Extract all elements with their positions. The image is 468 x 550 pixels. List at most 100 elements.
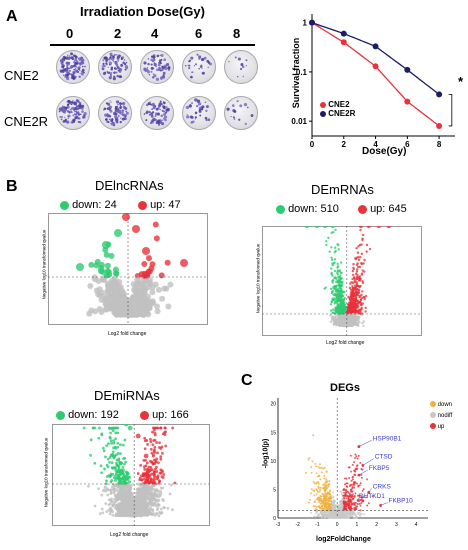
plot-frame xyxy=(52,424,210,526)
colony xyxy=(64,118,67,121)
colony xyxy=(199,114,202,117)
colony xyxy=(202,73,205,75)
colony xyxy=(185,105,190,110)
colony xyxy=(108,61,112,64)
volcano-point xyxy=(155,470,159,473)
volcano-point xyxy=(357,316,360,320)
colony xyxy=(113,53,116,57)
volcano-point xyxy=(368,247,372,251)
volcano-point xyxy=(163,426,167,430)
colony xyxy=(81,65,84,68)
colony xyxy=(115,112,118,116)
volcano-point xyxy=(100,277,107,284)
y-tick-label: 0.1 xyxy=(296,68,308,77)
colony xyxy=(61,61,64,64)
deg-point xyxy=(360,476,363,479)
volcano-point xyxy=(336,271,339,275)
volcano-point xyxy=(352,286,355,290)
colony xyxy=(63,106,65,108)
volcano-point xyxy=(159,295,166,302)
volcano-point xyxy=(150,508,154,512)
deg-point xyxy=(360,494,363,497)
x-tick-label: 3 xyxy=(395,522,398,528)
deg-point xyxy=(360,495,363,498)
panel-b-letter: B xyxy=(6,178,18,195)
colony xyxy=(102,72,106,76)
volcano-point xyxy=(354,309,357,313)
volcano-point xyxy=(339,261,343,264)
volcano-point xyxy=(111,513,115,517)
volcano-point xyxy=(152,221,159,228)
volcano-point xyxy=(355,256,359,259)
colony xyxy=(79,113,82,116)
volcano-point xyxy=(157,503,161,507)
colony xyxy=(77,100,80,103)
volcano2-ylabel: Negative log10 transformed qvalue xyxy=(255,243,261,314)
colony xyxy=(121,101,126,106)
volcano-point xyxy=(134,491,138,495)
volcano-point xyxy=(127,425,133,431)
volcano-point xyxy=(365,250,368,253)
volcano-point xyxy=(119,443,122,447)
volcano-point xyxy=(347,295,350,299)
colony xyxy=(250,114,254,117)
volcano-point xyxy=(336,320,339,324)
colony xyxy=(207,118,211,121)
volcano3-ylabel: Negative log10 transformed qvalue xyxy=(43,437,49,508)
legend-label: CNE2 xyxy=(328,100,350,109)
colony xyxy=(69,69,71,72)
colony xyxy=(149,121,152,124)
colony xyxy=(75,110,78,113)
colony xyxy=(121,109,125,112)
volcano-point xyxy=(104,489,108,493)
volcano-point xyxy=(353,276,356,279)
volcano-point xyxy=(333,246,337,249)
volcano-point xyxy=(155,489,159,493)
colony xyxy=(114,113,116,115)
volcano-point xyxy=(336,290,339,293)
volcano-point xyxy=(158,272,165,279)
colony xyxy=(70,110,73,113)
colony xyxy=(123,113,126,116)
colony xyxy=(233,118,236,120)
volcano-point xyxy=(103,306,110,313)
colony xyxy=(125,110,127,113)
colonies xyxy=(143,53,171,81)
colony xyxy=(102,59,105,62)
colony xyxy=(75,60,79,64)
volcano-point xyxy=(159,455,163,459)
volcano-point xyxy=(141,474,145,478)
volcano-point xyxy=(111,472,115,476)
volcano-point xyxy=(111,450,115,454)
colony xyxy=(80,106,84,110)
volcano-point xyxy=(359,298,363,301)
volcano-point xyxy=(104,268,111,275)
volcano-point xyxy=(331,315,335,318)
volcano-point xyxy=(138,504,142,507)
volcano-point xyxy=(361,233,365,237)
volcano-point xyxy=(147,300,154,307)
volcano-point xyxy=(340,289,343,293)
colony xyxy=(112,55,115,59)
volcano-point xyxy=(130,294,137,301)
volcano-point xyxy=(169,483,173,487)
colony xyxy=(163,58,167,62)
deg-point xyxy=(323,506,326,509)
volcano-point xyxy=(124,485,128,489)
colony xyxy=(123,105,125,107)
colony xyxy=(106,70,108,73)
volcano-point xyxy=(339,277,343,281)
volcano-point xyxy=(104,262,111,269)
colony xyxy=(184,64,187,67)
panel-a-letter: A xyxy=(6,8,18,25)
dose-label: 6 xyxy=(195,26,203,41)
colony xyxy=(71,73,75,77)
colony xyxy=(152,111,155,114)
volcano-point xyxy=(351,285,354,288)
colony xyxy=(65,109,68,112)
colony xyxy=(66,64,69,68)
volcano-point xyxy=(147,511,150,515)
volcano-point xyxy=(149,437,152,441)
petri-dish xyxy=(224,50,258,84)
volcano-point xyxy=(109,498,112,502)
